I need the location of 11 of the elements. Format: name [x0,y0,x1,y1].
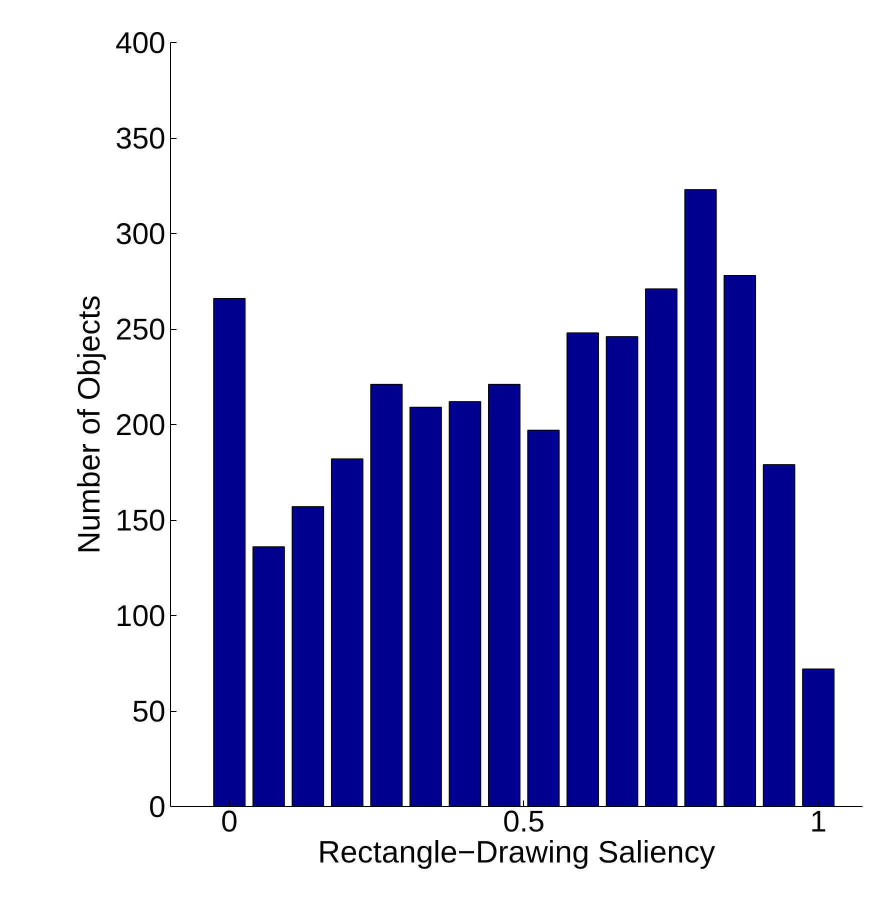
y-tick-label: 250 [115,314,166,346]
y-tick-label: 100 [115,600,166,633]
x-tick-label: 1 [810,806,827,838]
x-tick-label: 0 [221,806,238,838]
y-tick-label: 350 [115,122,166,156]
y-axis-title: Number of Objects [71,295,106,554]
y-tick-label: 150 [115,504,166,538]
y-tick-label: 200 [115,409,166,442]
y-tick-label: 300 [115,218,166,251]
y-tick-label: 50 [132,696,166,728]
y-tick-label: 400 [115,27,166,60]
